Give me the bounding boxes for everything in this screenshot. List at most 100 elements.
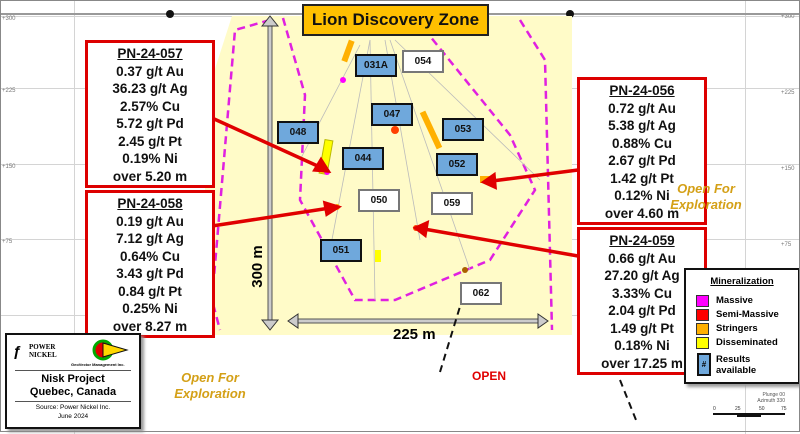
hole-label-053: 053: [442, 118, 484, 141]
assay-ag: 27.20 g/t Ag: [604, 268, 680, 283]
assay-ni: 0.19% Ni: [122, 151, 178, 166]
plunge-text: Plunge 00: [762, 392, 785, 398]
assay-pd: 3.43 g/t Pd: [116, 266, 184, 281]
assay-length: over 4.60 m: [604, 205, 680, 221]
legend-swatch-massive: [696, 295, 709, 307]
exploration-text: Exploration: [174, 386, 246, 401]
geovector-logo: GeoVector Management Inc.: [71, 362, 125, 367]
power-nickel-logo-icon: ƒ: [13, 343, 22, 360]
hole-label-062: 062: [460, 282, 502, 305]
project-location: Quebec, Canada: [29, 386, 117, 398]
legend-results-label: Results available: [716, 354, 757, 376]
source-text: Source: Power Nickel Inc.: [35, 404, 111, 411]
callout-hole: PN-24-057: [117, 46, 183, 61]
gridline: [74, 0, 75, 434]
elevation-tick: +225: [2, 88, 16, 94]
assay-au: 0.37 g/t Au: [116, 63, 184, 79]
assay-pd: 5.72 g/t Pd: [116, 116, 184, 131]
open-text: Open For: [181, 370, 239, 385]
divider: [15, 370, 131, 371]
hole-label-047: 047: [371, 103, 413, 126]
azimuth-text: Azimuth 330: [757, 398, 785, 404]
assay-length: over 8.27 m: [112, 318, 188, 334]
open-label: OPEN: [472, 369, 507, 383]
power-nickel-logo: POWER NICKEL: [29, 343, 57, 359]
hole-label-048: 048: [277, 121, 319, 144]
assay-cu: 3.33% Cu: [611, 285, 673, 301]
gridline: [745, 0, 746, 434]
assay-ag: 36.23 g/t Ag: [112, 81, 188, 96]
view-orientation: Plunge 00 Azimuth 330: [755, 392, 785, 404]
elevation-tick: +300: [781, 14, 795, 20]
assay-ag: 7.12 g/t Ag: [116, 231, 184, 246]
hole-label-044: 044: [342, 147, 384, 170]
open-for-exploration-left: Open For Exploration: [150, 370, 270, 402]
elevation-tick: +300: [2, 16, 16, 22]
assay-ni: 0.18% Ni: [614, 338, 670, 353]
exploration-text: Exploration: [670, 197, 742, 212]
collar-dot: [166, 10, 174, 18]
elevation-tick: +225: [781, 90, 795, 96]
callout-pointers: [211, 116, 579, 258]
elevation-tick: +75: [781, 242, 792, 248]
scale-bar: 0 25 50 75: [713, 406, 789, 417]
legend-swatch-disseminated: [696, 337, 709, 349]
hole-label-059: 059: [431, 192, 473, 215]
envelope-outer: [518, 19, 554, 331]
hole-label-052: 052: [436, 153, 478, 176]
elevation-tick: +75: [2, 239, 13, 245]
scale-tick: 25: [735, 406, 741, 412]
vertical-scale-label: 300 m: [248, 245, 266, 288]
assay-pt: 0.84 g/t Pt: [118, 283, 182, 299]
hole-label-051: 051: [320, 239, 362, 262]
elevation-tick: +150: [781, 166, 795, 172]
callout-pn-24-058: PN-24-058 0.19 g/t Au 7.12 g/t Ag 0.64% Cu…: [85, 190, 215, 338]
legend-label: Stringers: [716, 323, 758, 334]
callout-pn-24-056: PN-24-056 0.72 g/t Au 5.38 g/t Ag 0.88% Cu…: [577, 77, 707, 225]
legend-label: Disseminated: [716, 337, 778, 348]
hole-label-031a: 031A: [355, 54, 397, 77]
assay-length: over 5.20 m: [112, 168, 188, 184]
assay-cu: 2.57% Cu: [119, 98, 181, 114]
envelope-inner: [281, 17, 537, 302]
legend-swatch-stringers: [696, 323, 709, 335]
horizontal-scale-label: 225 m: [393, 326, 436, 343]
divider: [15, 401, 131, 402]
callout-hole: PN-24-056: [609, 83, 675, 98]
date-text: June 2024: [57, 413, 89, 420]
assay-ni: 0.12% Ni: [614, 188, 670, 203]
hole-label-050: 050: [358, 189, 400, 212]
assay-cu: 0.88% Cu: [611, 135, 673, 151]
zone-title: Lion Discovery Zone: [302, 4, 489, 36]
fault-trace: [439, 299, 637, 421]
assay-cu: 0.64% Cu: [119, 248, 181, 264]
envelope-outer: [210, 18, 271, 331]
assay-pt: 1.42 g/t Pt: [610, 170, 674, 186]
assay-ag: 5.38 g/t Ag: [608, 118, 676, 133]
assay-length: over 17.25 m: [601, 355, 683, 371]
legend-swatch-semi-massive: [696, 309, 709, 321]
discovery-zone-fill: [205, 16, 572, 335]
open-for-exploration-right: Open For Exploration: [646, 181, 766, 213]
geovector-logo-icon: [92, 339, 129, 361]
legend-label: Massive: [716, 295, 753, 306]
legend-title: Mineralization: [710, 276, 774, 287]
assay-pd: 2.04 g/t Pd: [608, 303, 676, 318]
project-name: Nisk Project: [41, 373, 105, 385]
open-text: Open For: [677, 181, 735, 196]
assay-ni: 0.25% Ni: [122, 301, 178, 316]
callout-hole: PN-24-059: [609, 233, 675, 248]
legend-results-symbol: #: [697, 353, 711, 376]
scale-tick: 0: [713, 406, 716, 412]
elevation-tick: +150: [2, 164, 16, 170]
scale-tick: 50: [759, 406, 765, 412]
assay-pt: 2.45 g/t Pt: [118, 133, 182, 149]
assay-au: 0.19 g/t Au: [116, 213, 184, 229]
legend: Mineralization Massive Semi-Massive Stri…: [684, 268, 800, 384]
scale-tick: 75: [781, 406, 787, 412]
assay-au: 0.72 g/t Au: [608, 100, 676, 116]
legend-label: Semi-Massive: [716, 309, 779, 320]
assay-pd: 2.67 g/t Pd: [608, 153, 676, 168]
assay-au: 0.66 g/t Au: [608, 250, 676, 266]
